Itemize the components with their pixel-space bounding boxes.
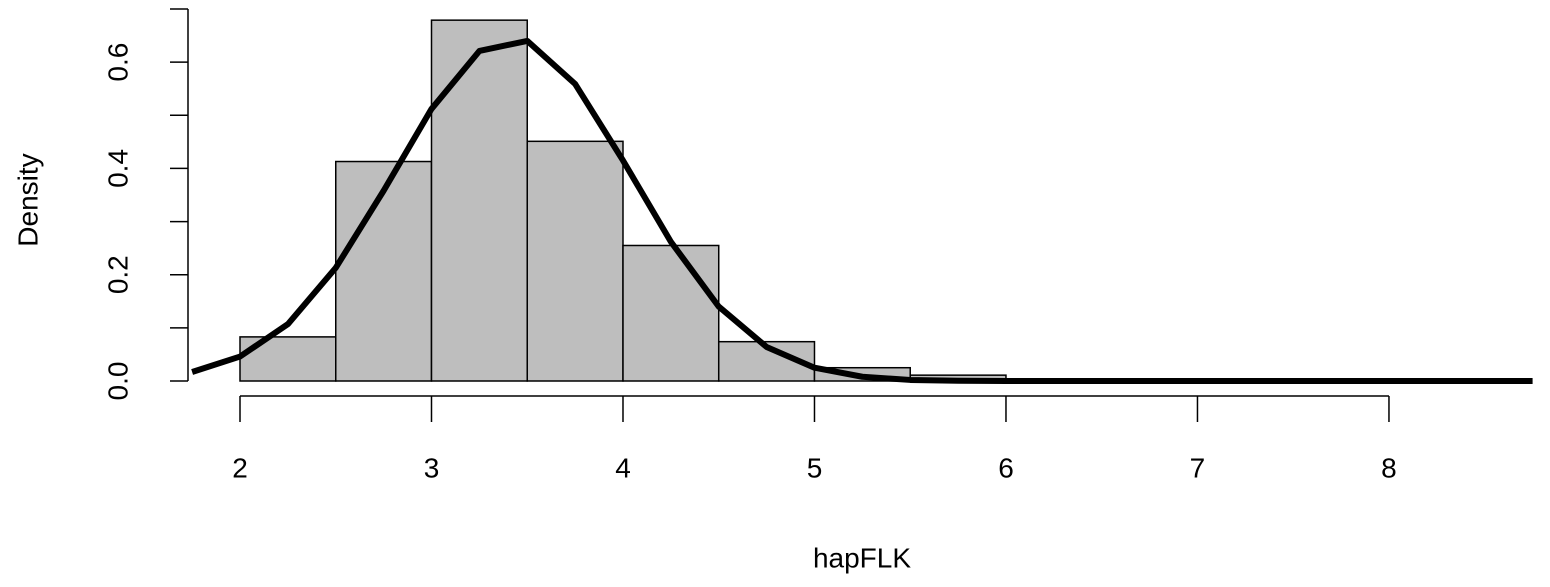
density-curve [191,37,1533,384]
bar [622,244,720,382]
bar [526,140,624,382]
y-axis-label: Density [12,153,43,246]
x-tick-label: 5 [807,452,823,483]
x-tick-label: 3 [424,452,440,483]
x-tick-label: 2 [232,452,248,483]
bar [430,19,528,382]
x-tick-label: 8 [1381,452,1397,483]
x-tick-label: 6 [998,452,1014,483]
y-tick-label: 0.6 [102,43,133,82]
x-tick-label: 7 [1190,452,1206,483]
y-tick-label: 0.0 [102,362,133,401]
x-axis-label: hapFLK [813,542,911,573]
y-tick-label: 0.4 [102,149,133,188]
x-tick-label: 4 [615,452,631,483]
y-tick-label: 0.2 [102,255,133,294]
